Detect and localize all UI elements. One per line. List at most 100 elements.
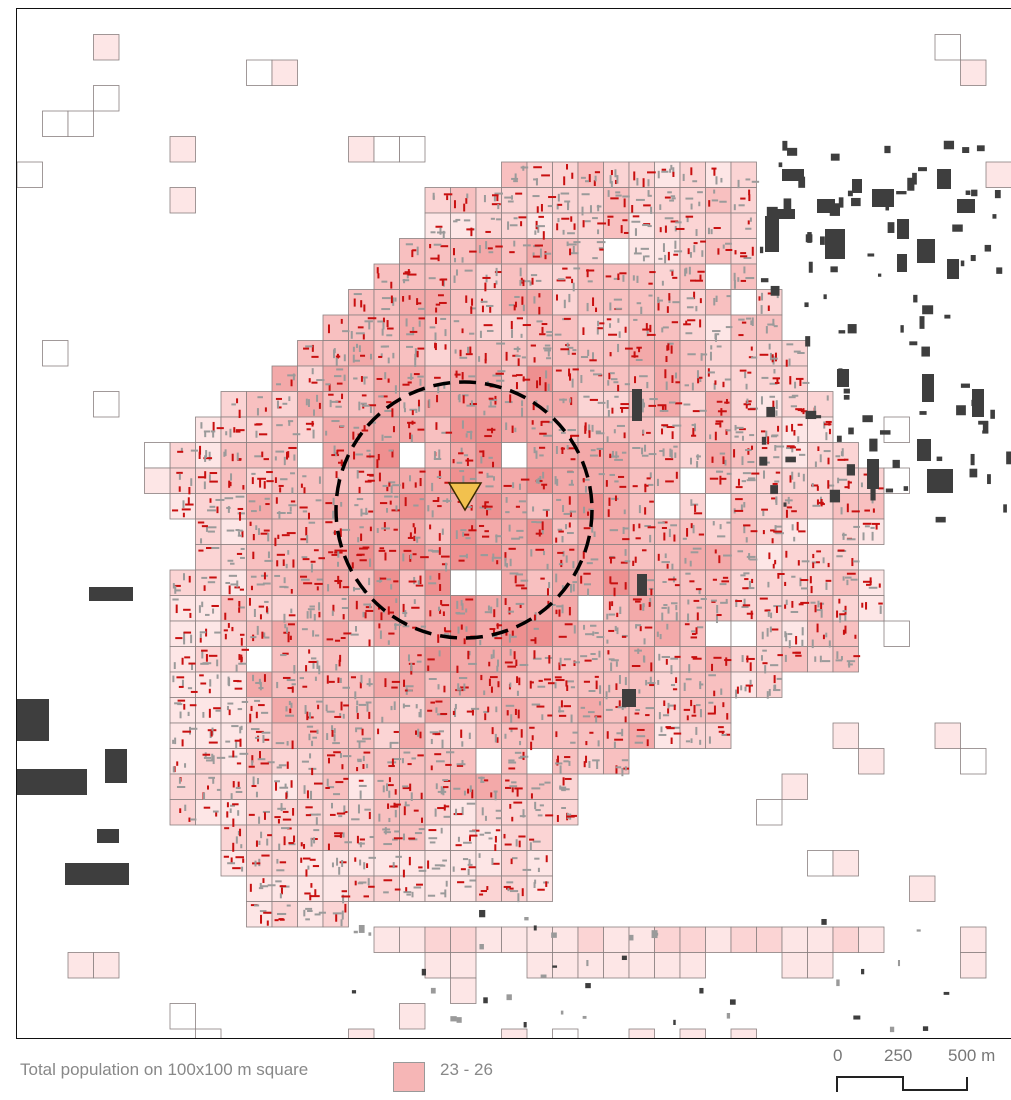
building (647, 333, 656, 336)
building (519, 755, 529, 758)
building (633, 171, 636, 181)
building (661, 327, 664, 333)
building (436, 394, 439, 403)
building (335, 405, 342, 408)
building (310, 560, 316, 563)
building (505, 422, 508, 430)
building (224, 449, 227, 456)
building (337, 551, 340, 558)
building (333, 793, 341, 796)
building (462, 395, 465, 404)
building (334, 579, 343, 582)
building (388, 790, 391, 798)
population-cell (475, 442, 502, 469)
building (697, 376, 703, 379)
building (315, 817, 318, 825)
building (313, 614, 316, 622)
building (819, 236, 825, 245)
building (407, 269, 410, 275)
building (483, 324, 493, 327)
building (638, 523, 641, 529)
building (634, 741, 644, 744)
building (242, 485, 245, 490)
building (623, 432, 626, 439)
building (232, 750, 235, 758)
building (512, 374, 517, 377)
building (367, 479, 375, 482)
building (661, 168, 667, 171)
population-cell (807, 518, 834, 545)
building (750, 610, 753, 620)
building (203, 792, 206, 800)
building (470, 307, 476, 310)
building (432, 550, 440, 553)
building (613, 277, 620, 280)
building (287, 687, 293, 690)
building (596, 241, 606, 244)
building (539, 475, 542, 484)
building (775, 400, 778, 410)
building (819, 454, 822, 463)
building (224, 497, 234, 500)
building (368, 510, 374, 513)
building (595, 680, 598, 690)
building (765, 216, 779, 252)
building (537, 814, 543, 817)
building (331, 420, 340, 423)
building (669, 199, 675, 202)
building (65, 863, 129, 885)
building (760, 655, 763, 661)
building (536, 320, 543, 323)
building (383, 522, 386, 531)
building (599, 248, 604, 251)
building (822, 557, 825, 564)
population-cell (552, 799, 579, 826)
building (383, 843, 392, 846)
building (741, 435, 744, 441)
building (258, 816, 261, 824)
population-grid-map (17, 34, 1011, 1038)
building (437, 807, 446, 810)
building (778, 162, 783, 168)
building (470, 227, 473, 237)
building (592, 257, 598, 260)
building (482, 450, 485, 458)
building (261, 731, 271, 734)
building (263, 481, 266, 489)
population-cell (322, 773, 349, 800)
building (240, 656, 243, 662)
building (734, 509, 744, 512)
building (613, 381, 619, 384)
building (305, 918, 310, 921)
building (417, 754, 424, 757)
building (838, 478, 848, 481)
building (457, 836, 460, 842)
building (248, 597, 251, 606)
building (969, 468, 978, 478)
building (190, 449, 199, 452)
building (699, 683, 704, 686)
building (641, 403, 644, 413)
building (384, 435, 392, 438)
building (740, 504, 743, 512)
building (513, 347, 521, 350)
building (533, 882, 536, 888)
building (359, 790, 362, 799)
building (419, 470, 426, 473)
building (416, 883, 423, 886)
building (540, 421, 543, 426)
building (484, 611, 492, 614)
building (825, 420, 832, 423)
building (342, 755, 352, 758)
building (821, 660, 831, 663)
building (693, 512, 703, 515)
building (646, 477, 651, 480)
building (286, 451, 289, 460)
building (457, 683, 460, 691)
building (580, 655, 588, 658)
building (508, 304, 514, 307)
building (533, 614, 536, 621)
building (318, 476, 321, 484)
building (739, 428, 746, 431)
building (599, 685, 602, 694)
